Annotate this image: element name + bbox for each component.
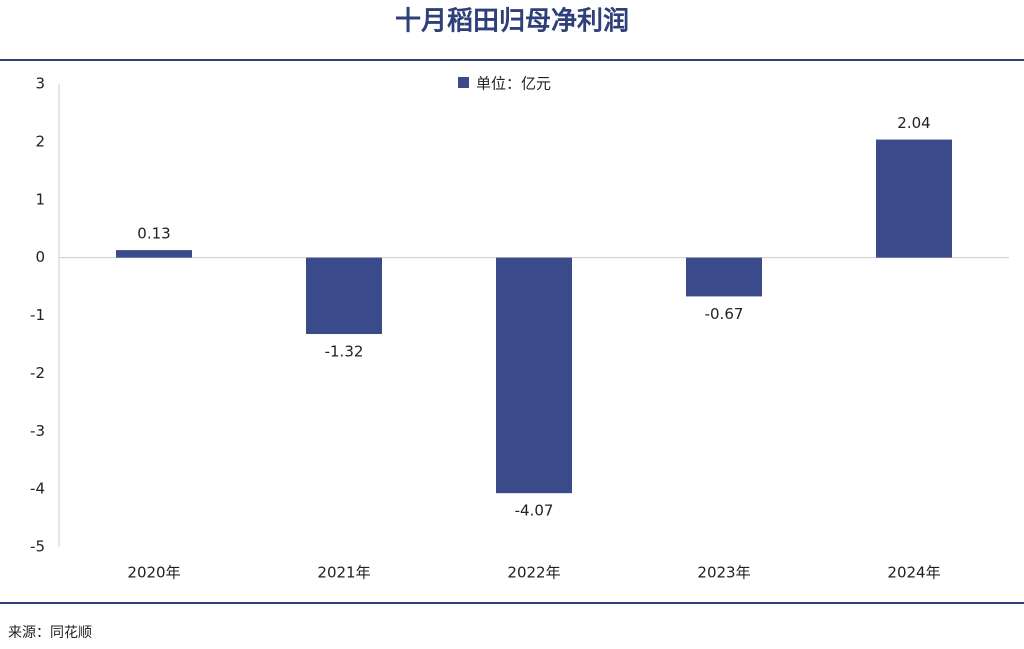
y-tick-label: -3 (30, 422, 45, 440)
y-tick-label: -2 (30, 364, 45, 382)
bar (496, 257, 572, 494)
y-tick-label: -5 (30, 538, 45, 556)
bar (686, 257, 762, 297)
x-tick-label: 2022年 (507, 564, 560, 582)
value-label: -1.32 (325, 343, 364, 361)
source: 来源：同花顺 (8, 625, 92, 641)
value-label: 0.13 (137, 225, 170, 243)
legend-label: 单位：亿元 (476, 75, 551, 93)
y-tick-label: 0 (35, 248, 45, 266)
value-label: 2.04 (897, 114, 930, 132)
y-tick-label: 2 (35, 132, 45, 150)
bar (116, 250, 192, 258)
legend-swatch (458, 77, 469, 88)
x-tick-label: 2021年 (317, 564, 370, 582)
value-label: -4.07 (515, 502, 554, 520)
y-tick-label: 3 (35, 75, 45, 93)
y-tick-label: -4 (30, 480, 45, 498)
y-tick-label: -1 (30, 306, 45, 324)
x-tick-label: 2024年 (887, 564, 940, 582)
chart-title: 十月稻田归母净利润 (395, 6, 629, 37)
bar (306, 257, 382, 335)
x-tick-label: 2023年 (697, 564, 750, 582)
y-tick-label: 1 (35, 190, 45, 208)
x-tick-label: 2020年 (127, 564, 180, 582)
value-label: -0.67 (705, 305, 744, 323)
bar (876, 139, 952, 258)
